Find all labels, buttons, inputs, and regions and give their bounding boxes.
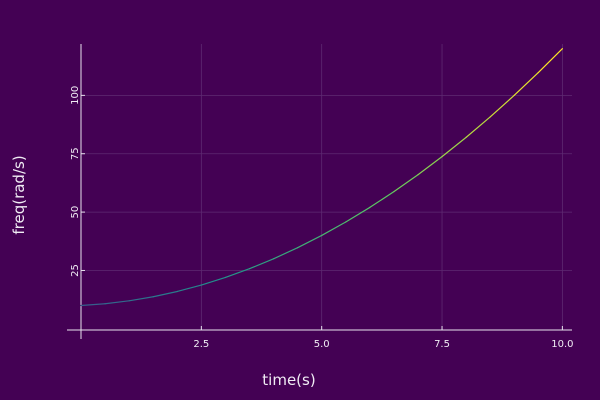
y-tick-label: 75 [70, 147, 81, 160]
y-tick-label: 50 [70, 206, 81, 219]
line-segment [417, 156, 443, 176]
line-segment [128, 296, 154, 302]
line-segment [321, 221, 347, 237]
line-segment [104, 300, 130, 305]
line-segment [513, 71, 539, 96]
axes [67, 44, 572, 339]
line-segment [537, 48, 563, 74]
grid [81, 44, 572, 330]
x-tick-label: 7.5 [434, 339, 450, 350]
y-tick-label: 100 [70, 86, 81, 105]
line-segment [369, 191, 395, 209]
line-segment [200, 276, 227, 286]
line-segment [248, 258, 275, 270]
y-axis-title: freq(rad/s) [10, 155, 28, 234]
x-tick-label: 10.0 [551, 339, 573, 350]
series-group [80, 48, 563, 307]
series-line [80, 48, 563, 307]
line-segment [393, 174, 419, 193]
line-segment [297, 234, 323, 249]
line-segment [176, 284, 202, 293]
x-tick-label: 2.5 [193, 339, 209, 350]
y-tick-label: 25 [70, 264, 81, 277]
line-segment [441, 136, 467, 158]
line-segment [80, 303, 106, 307]
line-segment [489, 94, 515, 118]
x-axis-title: time(s) [262, 371, 315, 389]
line-segment [465, 116, 491, 138]
line-segment [152, 290, 178, 298]
line-segment [272, 247, 299, 260]
line-segment [345, 206, 371, 223]
line-segment [224, 268, 251, 279]
ticks: 2.5 5.0 7.5 10.0 25 50 75 100 [70, 86, 574, 350]
x-tick-label: 5.0 [314, 339, 330, 350]
